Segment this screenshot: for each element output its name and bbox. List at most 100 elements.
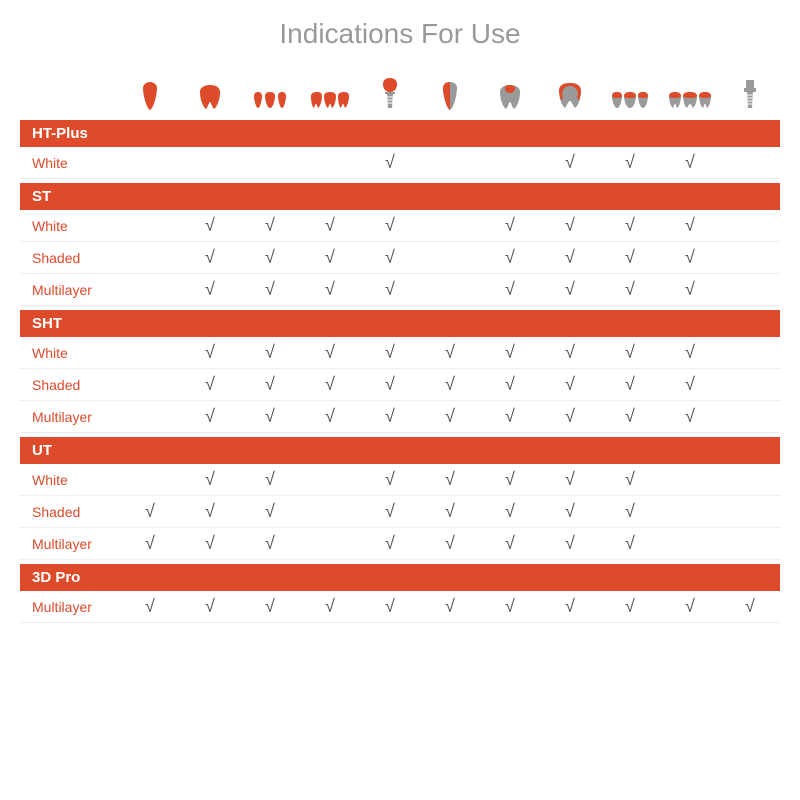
- table-row: Multilayer√√√√√√√√: [20, 528, 780, 560]
- check-cell: √: [300, 279, 360, 300]
- check-cell: √: [300, 215, 360, 236]
- check-cell: √: [420, 533, 480, 554]
- check-cell: √: [600, 247, 660, 268]
- check-cell: √: [240, 406, 300, 427]
- check-cell: √: [420, 374, 480, 395]
- check-cell: √: [480, 342, 540, 363]
- row-label: Shaded: [20, 250, 120, 266]
- check-cell: √: [420, 501, 480, 522]
- check-cell: √: [660, 406, 720, 427]
- check-cell: √: [540, 215, 600, 236]
- check-cell: √: [600, 469, 660, 490]
- check-cell: √: [120, 533, 180, 554]
- check-cell: √: [300, 374, 360, 395]
- check-cell: √: [480, 215, 540, 236]
- check-cell: √: [180, 342, 240, 363]
- check-cell: √: [600, 501, 660, 522]
- table-row: Multilayer√√√√√√√√√: [20, 401, 780, 433]
- col-icon-full-crown-gray: [540, 82, 600, 110]
- check-cell: √: [180, 596, 240, 617]
- table-row: Shaded√√√√√√√√: [20, 496, 780, 528]
- check-cell: √: [600, 406, 660, 427]
- check-cell: √: [420, 406, 480, 427]
- col-icon-veneer-anterior: [420, 82, 480, 110]
- check-cell: √: [360, 152, 420, 173]
- check-cell: √: [240, 247, 300, 268]
- check-cell: √: [660, 596, 720, 617]
- check-cell: √: [540, 406, 600, 427]
- check-cell: √: [600, 596, 660, 617]
- check-cell: √: [240, 596, 300, 617]
- check-cell: √: [540, 152, 600, 173]
- check-cell: √: [360, 406, 420, 427]
- check-cell: √: [600, 279, 660, 300]
- page-title: Indications For Use: [20, 18, 780, 50]
- check-cell: √: [480, 247, 540, 268]
- row-label: White: [20, 155, 120, 171]
- check-cell: √: [240, 469, 300, 490]
- category-header: 3D Pro: [20, 564, 780, 591]
- table-row: White√√√√√√√√√: [20, 337, 780, 369]
- check-cell: √: [240, 374, 300, 395]
- table-row: Multilayer√√√√√√√√√√√: [20, 591, 780, 623]
- check-cell: √: [180, 533, 240, 554]
- category-header: UT: [20, 437, 780, 464]
- check-cell: √: [300, 342, 360, 363]
- col-icon-implant-abutment: [720, 80, 780, 110]
- check-cell: √: [480, 406, 540, 427]
- indications-table: HT-PlusWhite√√√√STWhite√√√√√√√√Shaded√√√…: [20, 68, 780, 623]
- col-icon-anterior-bridge: [240, 90, 300, 110]
- check-cell: √: [720, 596, 780, 617]
- check-cell: √: [600, 342, 660, 363]
- check-cell: √: [540, 374, 600, 395]
- check-cell: √: [540, 501, 600, 522]
- table-row: Shaded√√√√√√√√√: [20, 369, 780, 401]
- icon-header-row: [20, 68, 780, 116]
- row-label: Multilayer: [20, 599, 120, 615]
- col-icon-pfz-bridge-anterior: [600, 90, 660, 110]
- check-cell: √: [660, 247, 720, 268]
- col-icon-anterior-tooth: [120, 82, 180, 110]
- col-icon-implant-crown: [360, 78, 420, 110]
- check-cell: √: [420, 469, 480, 490]
- check-cell: √: [540, 469, 600, 490]
- check-cell: √: [240, 501, 300, 522]
- col-icon-pfz-bridge-posterior: [660, 90, 720, 110]
- row-label: White: [20, 345, 120, 361]
- check-cell: √: [360, 533, 420, 554]
- check-cell: √: [480, 469, 540, 490]
- check-cell: √: [240, 342, 300, 363]
- check-cell: √: [240, 215, 300, 236]
- category-header: ST: [20, 183, 780, 210]
- row-label: Multilayer: [20, 536, 120, 552]
- check-cell: √: [420, 596, 480, 617]
- check-cell: √: [240, 279, 300, 300]
- check-cell: √: [180, 469, 240, 490]
- check-cell: √: [480, 501, 540, 522]
- table-row: White√√√√√√√: [20, 464, 780, 496]
- check-cell: √: [360, 596, 420, 617]
- category-header: HT-Plus: [20, 120, 780, 147]
- check-cell: √: [300, 247, 360, 268]
- check-cell: √: [360, 342, 420, 363]
- check-cell: √: [540, 342, 600, 363]
- check-cell: √: [300, 596, 360, 617]
- row-label: Multilayer: [20, 409, 120, 425]
- category-header: SHT: [20, 310, 780, 337]
- table-row: White√√√√: [20, 147, 780, 179]
- check-cell: √: [660, 342, 720, 363]
- check-cell: √: [600, 533, 660, 554]
- check-cell: √: [120, 596, 180, 617]
- check-cell: √: [180, 279, 240, 300]
- col-icon-inlay-onlay: [480, 84, 540, 110]
- check-cell: √: [120, 501, 180, 522]
- check-cell: √: [480, 596, 540, 617]
- check-cell: √: [540, 247, 600, 268]
- check-cell: √: [600, 215, 660, 236]
- row-label: White: [20, 218, 120, 234]
- check-cell: √: [360, 374, 420, 395]
- row-label: White: [20, 472, 120, 488]
- check-cell: √: [180, 501, 240, 522]
- check-cell: √: [180, 374, 240, 395]
- check-cell: √: [180, 406, 240, 427]
